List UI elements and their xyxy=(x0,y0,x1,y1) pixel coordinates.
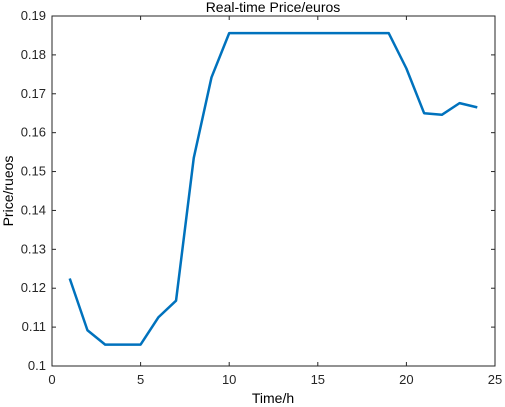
series-layer xyxy=(68,31,478,346)
x-tick-label: 5 xyxy=(137,372,144,387)
series-line-0 xyxy=(68,31,478,346)
tick-labels: 0 5 10 15 20 25 0.1 0.11 0.12 0.13 0.14 0.15 0.16 0.1… xyxy=(21,8,503,387)
x-tick-label: 15 xyxy=(311,372,325,387)
y-tick-label: 0.17 xyxy=(21,86,46,101)
y-tick-label: 0.19 xyxy=(21,8,46,23)
x-tick-label: 20 xyxy=(399,372,413,387)
y-tick-label: 0.14 xyxy=(21,202,46,217)
chart-title: Real-time Price/euros xyxy=(206,0,341,15)
plot-frame xyxy=(51,15,496,367)
plot-area xyxy=(52,16,495,366)
y-axis-label: Price/rueos xyxy=(0,156,16,227)
y-tick-label: 0.1 xyxy=(28,358,46,373)
x-tick-label: 25 xyxy=(488,372,502,387)
x-tick-label: 10 xyxy=(222,372,236,387)
y-tick-label: 0.13 xyxy=(21,241,46,256)
y-tick-label: 0.18 xyxy=(21,47,46,62)
x-tick-label: 0 xyxy=(48,372,55,387)
y-tick-label: 0.15 xyxy=(21,164,46,179)
y-tick-label: 0.11 xyxy=(22,319,46,334)
y-tick-label: 0.16 xyxy=(21,125,46,140)
y-tick-label: 0.12 xyxy=(21,280,46,295)
x-axis-label: Time/h xyxy=(252,390,294,406)
